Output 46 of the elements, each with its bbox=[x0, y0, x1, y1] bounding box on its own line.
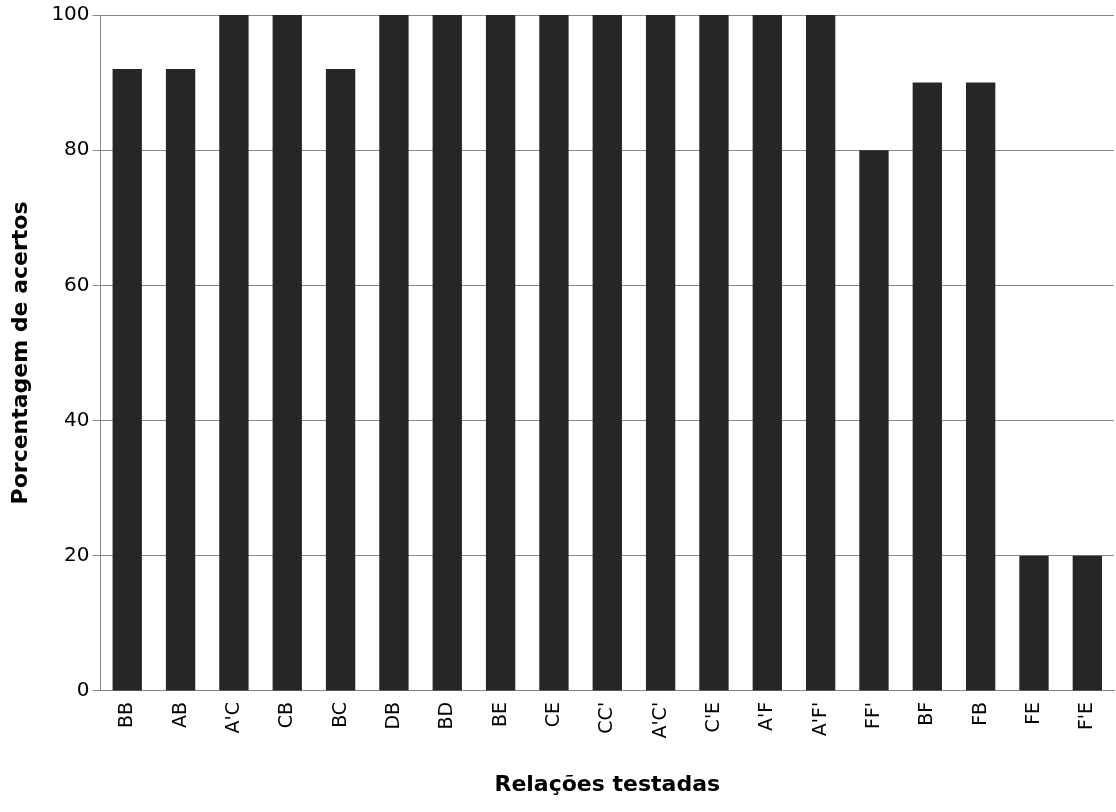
x-tick-label: BC bbox=[327, 701, 350, 728]
x-axis-title: Relações testadas bbox=[494, 770, 721, 796]
y-tick-label: 0 bbox=[76, 677, 90, 702]
y-tick-label: 100 bbox=[51, 1, 90, 26]
x-tick-label: BD bbox=[434, 701, 457, 730]
bar bbox=[379, 15, 409, 691]
bar bbox=[1072, 555, 1102, 691]
bar bbox=[485, 15, 516, 691]
x-tick-label: DB bbox=[380, 701, 403, 730]
x-tick-label: FB bbox=[967, 701, 990, 726]
bar bbox=[859, 150, 889, 691]
y-tick-label: 80 bbox=[64, 136, 90, 161]
x-tick-label: F'E bbox=[1074, 701, 1097, 731]
x-tick-label: AB bbox=[167, 701, 190, 728]
x-tick-label: BF bbox=[914, 701, 937, 726]
bar bbox=[112, 69, 142, 691]
x-tick-label: FE bbox=[1020, 701, 1043, 725]
bar bbox=[805, 15, 836, 691]
bar bbox=[752, 15, 782, 691]
x-tick-label: FF' bbox=[860, 701, 883, 729]
y-axis-title: Porcentagem de acertos bbox=[6, 201, 32, 505]
bar bbox=[645, 15, 676, 691]
bar bbox=[699, 15, 729, 691]
bar bbox=[965, 82, 996, 691]
x-tick-label: BE bbox=[487, 701, 510, 727]
bar bbox=[325, 69, 356, 691]
x-tick-label: BB bbox=[114, 701, 137, 728]
bar bbox=[432, 15, 462, 691]
y-tick-label: 20 bbox=[64, 541, 90, 566]
x-tick-label: C'E bbox=[700, 701, 723, 733]
y-tick-label: 60 bbox=[64, 271, 90, 296]
bar bbox=[539, 15, 569, 691]
bar bbox=[272, 15, 302, 691]
x-tick-label: A'F' bbox=[807, 701, 830, 737]
x-tick-label: CE bbox=[540, 701, 563, 728]
x-tick-label: CB bbox=[274, 701, 297, 729]
x-tick-label: CC' bbox=[594, 701, 617, 734]
x-tick-label: A'C bbox=[220, 701, 243, 734]
x-tick-label: A'C' bbox=[647, 701, 670, 739]
bar bbox=[1019, 555, 1049, 691]
x-tick-label: A'F bbox=[754, 701, 777, 732]
bar bbox=[592, 15, 622, 691]
bar bbox=[912, 82, 942, 691]
bar bbox=[219, 15, 249, 691]
y-tick-label: 40 bbox=[64, 406, 90, 431]
bar bbox=[165, 69, 196, 691]
